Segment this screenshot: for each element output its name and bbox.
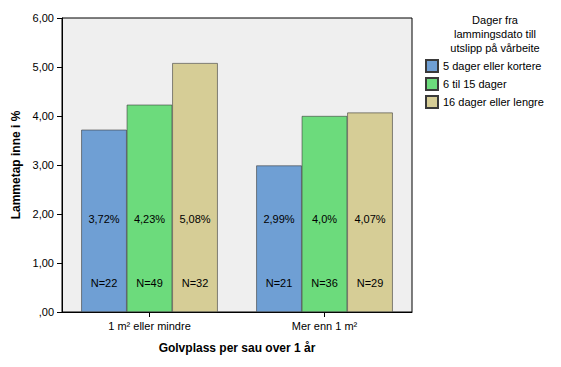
svg-text:6 til 15 dager: 6 til 15 dager [443,78,507,90]
svg-text:1,00: 1,00 [33,257,54,269]
svg-text:Dager fra: Dager fra [472,14,519,26]
svg-text:N=36: N=36 [311,277,338,289]
svg-text:N=32: N=32 [182,277,209,289]
svg-text:5 dager eller kortere: 5 dager eller kortere [443,60,541,72]
svg-text:2,99%: 2,99% [263,213,294,225]
svg-text:3,72%: 3,72% [88,213,119,225]
svg-text:lammingsdato till: lammingsdato till [454,28,536,40]
svg-text:5,00: 5,00 [33,61,54,73]
svg-text:16 dager eller lengre: 16 dager eller lengre [443,96,544,108]
svg-text:2,00: 2,00 [33,208,54,220]
svg-text:N=49: N=49 [136,277,163,289]
svg-text:3,00: 3,00 [33,159,54,171]
svg-text:4,23%: 4,23% [134,213,165,225]
svg-text:Lammetap inne i %: Lammetap inne i % [9,110,23,219]
svg-text:N=29: N=29 [357,277,384,289]
svg-text:N=21: N=21 [266,277,293,289]
svg-text:,00: ,00 [39,306,54,318]
svg-text:4,00: 4,00 [33,110,54,122]
svg-text:Mer enn 1 m²: Mer enn 1 m² [292,320,358,332]
svg-text:1 m² eller mindre: 1 m² eller mindre [108,320,191,332]
svg-text:4,07%: 4,07% [354,213,385,225]
svg-text:Golvplass per sau over 1 år: Golvplass per sau over 1 år [159,341,316,355]
svg-text:5,08%: 5,08% [179,213,210,225]
svg-text:N=22: N=22 [91,277,118,289]
svg-text:utslipp på vårbeite: utslipp på vårbeite [450,42,539,54]
svg-text:6,00: 6,00 [33,12,54,24]
svg-text:4,0%: 4,0% [312,213,337,225]
